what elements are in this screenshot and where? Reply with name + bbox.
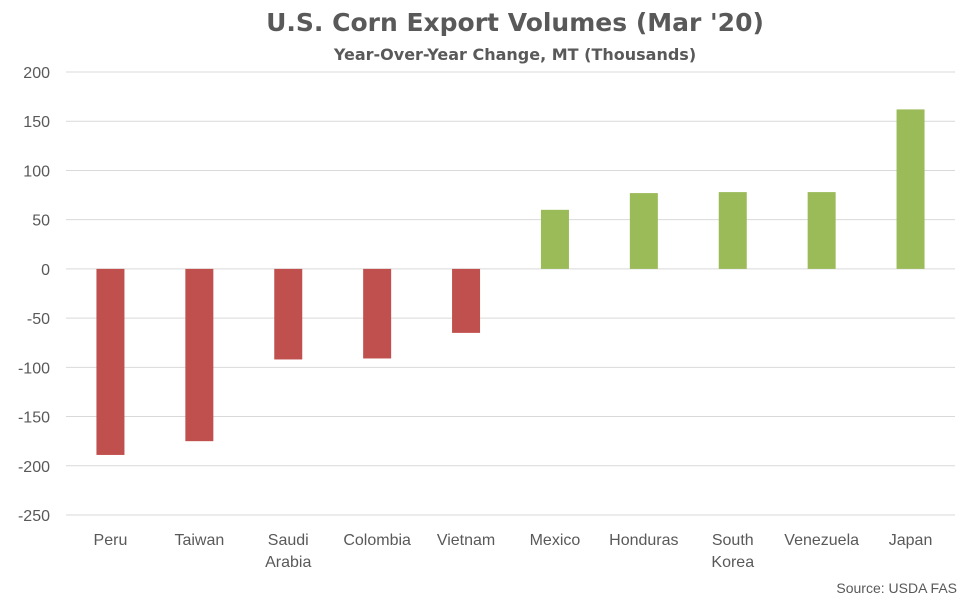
- y-tick-label: -150: [18, 410, 50, 427]
- bar-venezuela: [807, 192, 836, 269]
- x-category-label: Saudi Arabia: [265, 532, 311, 571]
- bars: [96, 109, 925, 455]
- x-category-label-line: Saudi: [268, 532, 309, 549]
- bar-vietnam: [452, 268, 481, 333]
- bar-south-korea: [718, 192, 747, 269]
- x-category-label: Japan: [889, 532, 933, 549]
- y-tick-label: -100: [18, 360, 50, 377]
- x-category-label-line: Vietnam: [437, 532, 495, 549]
- bar-taiwan: [185, 268, 214, 442]
- x-category-label-line: Honduras: [609, 532, 678, 549]
- y-tick-label: 150: [23, 114, 50, 131]
- x-category-label-line: Korea: [711, 554, 754, 571]
- y-tick-label: 0: [41, 262, 50, 279]
- x-category-label: Venezuela: [784, 532, 859, 549]
- y-tick-label: -200: [18, 459, 50, 476]
- bar-colombia: [363, 268, 392, 359]
- bar-honduras: [629, 193, 658, 269]
- x-category-label-line: Colombia: [343, 532, 411, 549]
- gridlines: [66, 71, 955, 516]
- chart-subtitle: Year-Over-Year Change, MT (Thousands): [333, 45, 696, 64]
- y-tick-label: 100: [23, 163, 50, 180]
- source-note: Source: USDA FAS: [836, 580, 957, 596]
- bar-mexico: [540, 209, 569, 269]
- x-category-label-line: Japan: [889, 532, 933, 549]
- x-axis-categories: Peru Taiwan Saudi Arabia Colombia Vietnam Mexi…: [94, 532, 933, 571]
- chart-title: U.S. Corn Export Volumes (Mar '20): [266, 8, 764, 37]
- x-category-label: Colombia: [343, 532, 411, 549]
- x-category-label: Peru: [94, 532, 128, 549]
- bar-japan: [896, 109, 925, 269]
- x-category-label: Vietnam: [437, 532, 495, 549]
- bar-peru: [96, 268, 125, 455]
- y-tick-label: -50: [27, 311, 50, 328]
- y-tick-label: 50: [32, 213, 50, 230]
- x-category-label-line: Peru: [94, 532, 128, 549]
- x-category-label-line: Arabia: [265, 554, 311, 571]
- x-category-label-line: South: [712, 532, 754, 549]
- bar-saudi-arabia: [274, 268, 303, 360]
- x-category-label: Taiwan: [174, 532, 224, 549]
- x-category-label: South Korea: [711, 532, 754, 571]
- y-axis-ticks: 200 150 100 50 0 -50 -100 -150 -200 -250: [18, 65, 50, 525]
- x-category-label-line: Venezuela: [784, 532, 859, 549]
- y-tick-label: 200: [23, 65, 50, 82]
- x-category-label-line: Mexico: [530, 532, 581, 549]
- y-tick-label: -250: [18, 508, 50, 525]
- x-category-label: Honduras: [609, 532, 678, 549]
- x-category-label: Mexico: [530, 532, 581, 549]
- x-category-label-line: Taiwan: [174, 532, 224, 549]
